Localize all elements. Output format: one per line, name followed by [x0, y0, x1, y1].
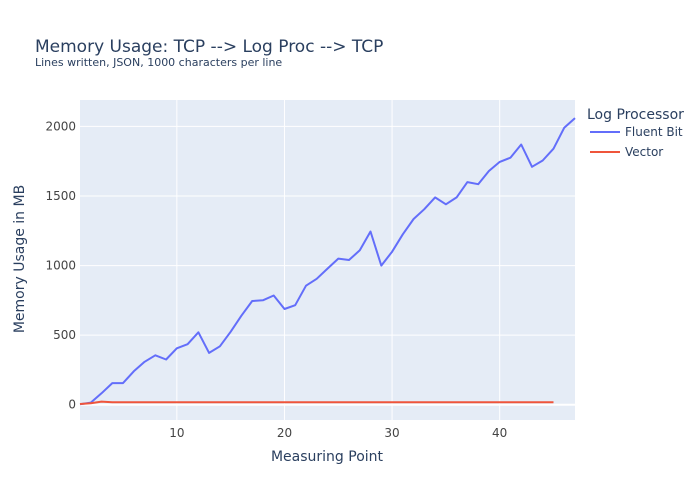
series-line-vector — [79, 400, 554, 405]
x-tick-label: 20 — [277, 426, 292, 440]
y-tick-label: 500 — [53, 328, 76, 342]
y-tick-label: 0 — [68, 398, 76, 412]
legend: Log Processor Fluent Bit Vector — [587, 107, 684, 159]
chart-subtitle: Lines written, JSON, 1000 characters per… — [35, 56, 282, 69]
chart-title: Memory Usage: TCP --> Log Proc --> TCP — [35, 37, 383, 57]
legend-item-vector[interactable]: Vector — [590, 145, 663, 159]
plot-area — [80, 100, 575, 420]
grid-lines — [80, 100, 575, 420]
legend-title: Log Processor — [587, 107, 684, 123]
legend-label-vector: Vector — [625, 145, 663, 159]
y-tick-label: 2000 — [45, 119, 76, 133]
y-tick-label: 1000 — [45, 259, 76, 273]
y-tick-label: 1500 — [45, 189, 76, 203]
series-lines — [79, 117, 576, 406]
y-axis-label: Memory Usage in MB — [12, 185, 28, 333]
x-tick-label: 30 — [384, 426, 399, 440]
axis-ticks: 0 500 1000 1500 2000 10 20 30 40 — [45, 119, 507, 440]
x-tick-label: 10 — [169, 426, 184, 440]
legend-label-fluent-bit: Fluent Bit — [625, 125, 683, 139]
series-line-fluent-bit — [79, 117, 576, 406]
legend-item-fluent-bit[interactable]: Fluent Bit — [590, 125, 683, 139]
x-tick-label: 40 — [492, 426, 507, 440]
x-axis-label: Measuring Point — [271, 449, 384, 465]
